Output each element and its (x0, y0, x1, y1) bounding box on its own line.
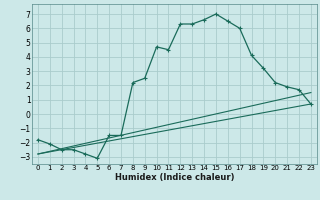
X-axis label: Humidex (Indice chaleur): Humidex (Indice chaleur) (115, 173, 234, 182)
